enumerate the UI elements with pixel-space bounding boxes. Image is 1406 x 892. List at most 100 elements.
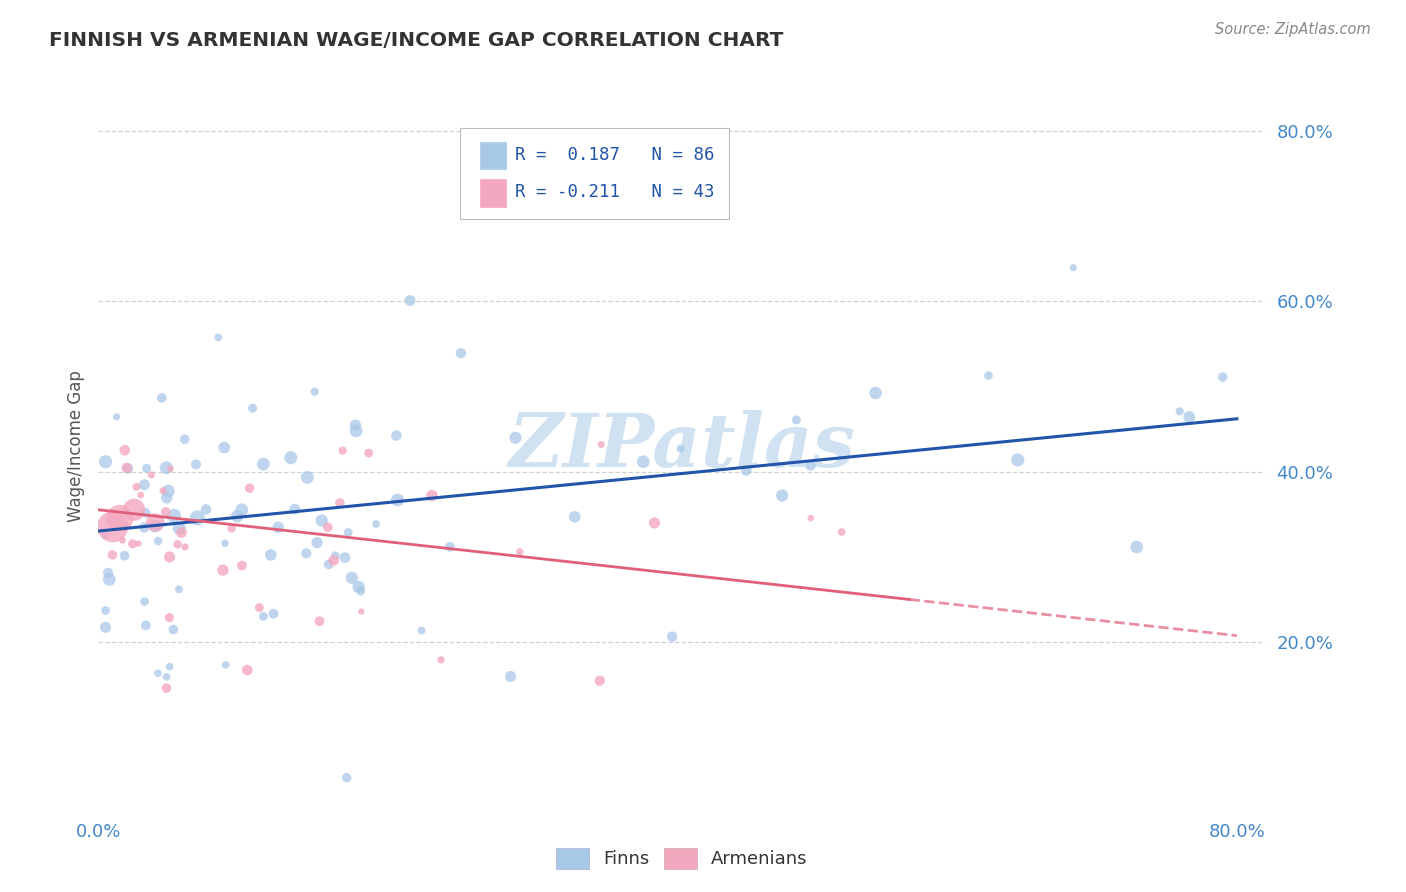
Point: [499, 669, 522, 683]
Point: [94, 455, 117, 469]
Point: [101, 548, 124, 562]
Point: [143, 519, 166, 533]
Point: [134, 477, 156, 491]
Point: [411, 624, 433, 638]
Point: [267, 520, 290, 534]
Point: [735, 463, 758, 477]
Point: [450, 346, 472, 360]
Point: [101, 520, 124, 534]
Text: ZIPatlas: ZIPatlas: [509, 409, 855, 483]
Point: [129, 488, 152, 502]
Point: [174, 540, 197, 554]
Text: FINNISH VS ARMENIAN WAGE/INCOME GAP CORRELATION CHART: FINNISH VS ARMENIAN WAGE/INCOME GAP CORR…: [49, 31, 783, 50]
Point: [366, 516, 388, 531]
Point: [322, 553, 344, 567]
Point: [344, 424, 367, 438]
Point: [143, 516, 166, 530]
Point: [564, 509, 586, 524]
Point: [111, 533, 134, 548]
Point: [308, 614, 330, 628]
Point: [207, 330, 229, 344]
Point: [831, 524, 853, 539]
Point: [329, 496, 352, 510]
Text: R = -0.211   N = 43: R = -0.211 N = 43: [515, 183, 714, 201]
Bar: [479, 179, 506, 207]
FancyBboxPatch shape: [460, 128, 728, 219]
Point: [239, 481, 262, 495]
Point: [155, 460, 177, 475]
Point: [1212, 370, 1234, 384]
Point: [297, 470, 319, 484]
Point: [148, 534, 170, 549]
Point: [284, 502, 307, 516]
Point: [430, 653, 453, 667]
Point: [420, 489, 443, 503]
Point: [122, 503, 145, 517]
Point: [304, 384, 326, 399]
Point: [135, 618, 157, 632]
Point: [114, 549, 136, 563]
Point: [260, 548, 283, 562]
Point: [295, 546, 318, 560]
Point: [159, 461, 181, 475]
Point: [108, 511, 131, 525]
Point: [162, 623, 184, 637]
Point: [333, 550, 356, 565]
Point: [509, 545, 531, 559]
Point: [865, 386, 887, 401]
Point: [318, 558, 340, 572]
Text: Source: ZipAtlas.com: Source: ZipAtlas.com: [1215, 22, 1371, 37]
Point: [336, 771, 359, 785]
Point: [643, 516, 665, 530]
Point: [127, 536, 149, 550]
Point: [505, 431, 527, 445]
Point: [125, 480, 148, 494]
Point: [1126, 540, 1149, 554]
Point: [152, 483, 174, 498]
Point: [155, 681, 177, 695]
Point: [156, 491, 179, 505]
Point: [332, 443, 354, 458]
Point: [115, 461, 138, 475]
Point: [157, 483, 180, 498]
Point: [215, 657, 238, 672]
Point: [121, 537, 143, 551]
Point: [141, 467, 163, 482]
Point: [163, 508, 186, 523]
Point: [1178, 409, 1201, 424]
Y-axis label: Wage/Income Gap: Wage/Income Gap: [66, 370, 84, 522]
Point: [252, 609, 274, 624]
Point: [173, 432, 195, 446]
Point: [785, 413, 807, 427]
Point: [157, 610, 180, 624]
Point: [661, 630, 683, 644]
Point: [800, 511, 823, 525]
Point: [347, 580, 370, 594]
Point: [591, 437, 613, 451]
Point: [337, 525, 360, 540]
Point: [135, 461, 157, 475]
Point: [105, 409, 128, 424]
Point: [186, 511, 208, 525]
Point: [242, 401, 264, 416]
Point: [1007, 453, 1029, 467]
Point: [194, 502, 217, 516]
Point: [236, 663, 259, 677]
Point: [146, 666, 169, 681]
Point: [214, 536, 236, 550]
Point: [633, 455, 655, 469]
Point: [247, 600, 270, 615]
Point: [280, 450, 302, 465]
Point: [350, 583, 373, 598]
Point: [439, 540, 461, 554]
Bar: [479, 142, 506, 169]
Point: [167, 521, 190, 535]
Point: [98, 573, 121, 587]
Point: [150, 391, 173, 405]
Point: [799, 458, 821, 473]
Point: [114, 443, 136, 458]
Point: [669, 442, 692, 456]
Point: [231, 503, 253, 517]
Legend: Finns, Armenians: Finns, Armenians: [557, 847, 807, 869]
Point: [226, 509, 249, 524]
